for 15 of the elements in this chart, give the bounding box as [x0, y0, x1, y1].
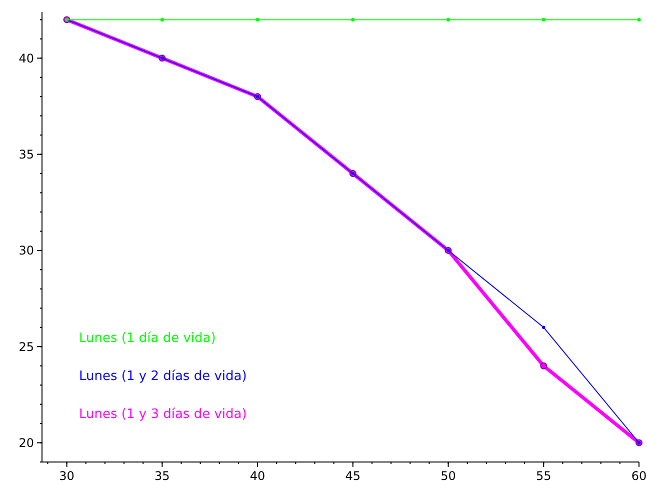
- y-tick-label: 40: [18, 51, 34, 66]
- x-tick-label: 40: [250, 469, 266, 483]
- y-tick-label: 30: [18, 244, 34, 258]
- text: Lunes (1 y 2 días de vida): [79, 369, 247, 384]
- text: Lunes (1 día de vida): [79, 331, 216, 346]
- y-tick-label: 20: [18, 436, 34, 450]
- x-tick-label: 35: [154, 469, 170, 483]
- x-tick-label: 50: [440, 469, 456, 483]
- x-tick-label: 45: [345, 469, 361, 483]
- x-tick-label: 60: [631, 469, 647, 483]
- x-tick-label: 55: [536, 469, 552, 483]
- y-tick-label: 35: [18, 148, 34, 162]
- x-tick-label: 30: [59, 469, 74, 483]
- y-tick-label: 25: [18, 340, 34, 354]
- text: Lunes (1 y 3 días de vida): [79, 407, 247, 422]
